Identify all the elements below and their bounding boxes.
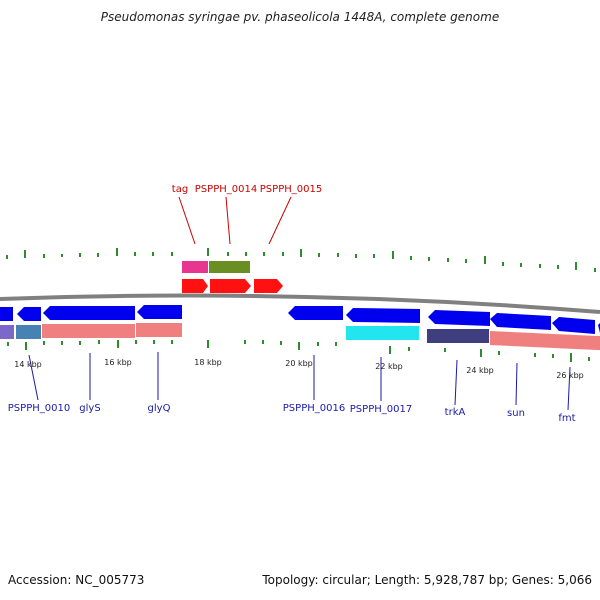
cds-arrow-trka <box>428 310 490 326</box>
map-title: Pseudomonas syringae pv. phaseolicola 14… <box>100 10 500 24</box>
scale-labels: 14 kbp 16 kbp 18 kbp 20 kbp 22 kbp 24 kb… <box>14 358 584 380</box>
feature-box-navy <box>427 329 489 343</box>
feature-box-salmon-right <box>490 331 597 350</box>
gene-label-pspph-0010: PSPPH_0010 <box>8 403 70 414</box>
gene-label-glyq: glyQ <box>148 403 171 414</box>
gene-label-tag: tag <box>172 184 188 195</box>
cds-arrow <box>0 307 13 321</box>
scale-label-20kbp: 20 kbp <box>285 359 313 368</box>
scale-label-14kbp: 14 kbp <box>14 360 42 369</box>
feature-box-salmon <box>136 323 182 337</box>
cds-arrow <box>346 308 420 323</box>
feature-box-violet <box>0 325 14 339</box>
gene-label-fmt: fmt <box>558 413 575 424</box>
rna-arrow-pspph-0014 <box>210 279 251 293</box>
feature-box-magenta <box>182 261 208 273</box>
cds-arrow <box>137 305 182 319</box>
feature-box-salmon-edge <box>597 336 600 350</box>
cds-arrow <box>288 306 343 320</box>
scale-label-16kbp: 16 kbp <box>104 358 132 367</box>
feature-box-salmon <box>42 324 135 338</box>
feature-boxes-lower <box>0 323 600 350</box>
gene-label-trka: trkA <box>445 407 466 418</box>
cds-arrow-sun <box>490 313 551 330</box>
scale-label-24kbp: 24 kbp <box>466 366 494 375</box>
rna-arrow-pspph-0015 <box>254 279 283 293</box>
gene-label-sun: sun <box>507 408 525 419</box>
feature-box-cyan <box>346 326 419 340</box>
gene-label-pspph-0015: PSPPH_0015 <box>260 184 322 195</box>
feature-box-steel <box>16 325 41 339</box>
cds-arrow <box>17 307 41 321</box>
rna-arrow-tag <box>182 279 208 293</box>
bottom-gene-labels: PSPPH_0010 glyS glyQ PSPPH_0016 PSPPH_00… <box>8 403 576 424</box>
accession-text: Accession: NC_005773 <box>8 573 145 587</box>
gene-label-pspph-0016: PSPPH_0016 <box>283 403 345 414</box>
cds-arrow-fmt <box>552 317 595 334</box>
feature-box-olive <box>209 261 250 273</box>
upper-tick-row <box>6 248 596 272</box>
gene-label-glys: glyS <box>79 403 100 414</box>
scale-label-18kbp: 18 kbp <box>194 358 222 367</box>
genome-backbone <box>0 293 600 314</box>
scale-label-22kbp: 22 kbp <box>375 362 403 371</box>
genome-stats-text: Topology: circular; Length: 5,928,787 bp… <box>262 573 592 587</box>
lower-tick-row <box>7 340 590 362</box>
gene-label-pspph-0017: PSPPH_0017 <box>350 404 412 415</box>
cds-arrows <box>0 305 600 334</box>
bottom-leader-lines <box>28 352 571 411</box>
top-leader-lines <box>178 196 292 245</box>
cds-arrow <box>43 306 135 320</box>
gene-label-pspph-0014: PSPPH_0014 <box>195 184 257 195</box>
